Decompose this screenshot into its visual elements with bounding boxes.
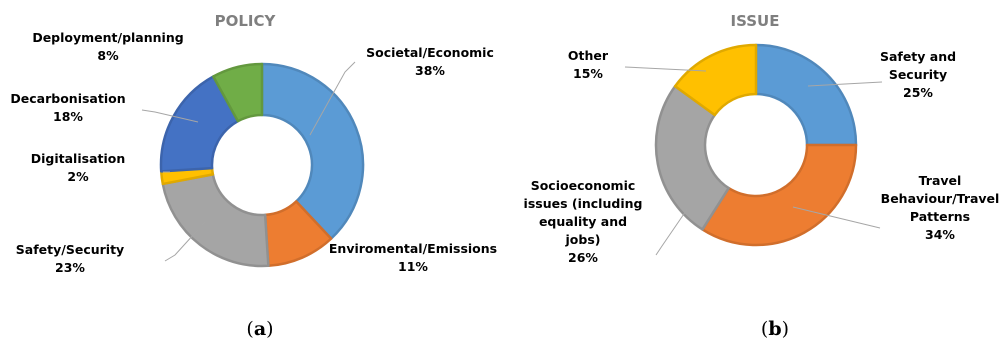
slice-name: Enviromental/Emissions (329, 241, 497, 256)
slice-societal-economic (260, 62, 365, 240)
slice-value: 11% (398, 259, 428, 274)
slice-name-line: Security (889, 67, 947, 82)
slice-label-socioeconomic-issues-including-equality-and-jobs: Socioeconomic issues (including equality a… (524, 178, 643, 265)
slice-other (673, 43, 758, 117)
panel-caption-b: (b) (761, 318, 789, 340)
slice-name-line: Travel (919, 173, 962, 188)
leader-line-other (624, 66, 707, 72)
slice-label-deployment-planning: Deployment/planning 8% (32, 30, 183, 63)
slice-safety-security (161, 173, 270, 268)
slice-value: 38% (415, 63, 445, 78)
slice-value: 34% (925, 227, 955, 242)
leader-line-safety-security (164, 221, 206, 262)
slice-name-line: equality and (539, 214, 627, 229)
slice-value: 15% (573, 66, 603, 81)
slice-value: 23% (55, 260, 85, 275)
slice-label-enviromental-emissions: Enviromental/Emissions 11% (329, 241, 497, 274)
slice-label-safety-security: Safety/Security 23% (16, 242, 124, 275)
slice-value: 26% (568, 250, 598, 265)
slice-label-other: Other 15% (568, 48, 609, 81)
slice-safety-and-security (754, 43, 858, 147)
slice-name-line: Behaviour/Travel (881, 191, 1000, 206)
slice-name-line: jobs) (565, 232, 601, 247)
issue-donut-chart: ISSUE Safety and Security 25% Travel Behavio… (524, 12, 1000, 265)
chart-title-issue: ISSUE (731, 12, 780, 30)
slice-socioeconomic-issues-including-equality-and-jobs (654, 84, 730, 231)
leader-line-societal-economic (309, 61, 356, 136)
slice-name: Digitalisation (31, 151, 126, 166)
slice-value: 8% (97, 48, 119, 63)
slice-name: Decarbonisation (10, 91, 125, 106)
slice-label-travel-behaviour-travel-patterns: Travel Behaviour/Travel Patterns 34% (881, 173, 1000, 242)
slice-label-societal-economic: Societal/Economic 38% (366, 45, 494, 78)
slice-label-digitalisation: Digitalisation 2% (31, 151, 126, 184)
slice-travel-behaviour-travel-patterns (701, 143, 858, 247)
slice-name: Safety/Security (16, 242, 124, 257)
slice-value: 18% (53, 109, 83, 124)
slice-name: Societal/Economic (366, 45, 494, 60)
leader-line-safety-and-security (807, 81, 883, 87)
slice-value: 2% (67, 169, 89, 184)
panel-caption-a: (a) (246, 318, 273, 340)
chart-title-policy: POLICY (215, 12, 277, 30)
slice-name: Other (568, 48, 609, 63)
slice-name-line: Patterns (910, 209, 970, 224)
slice-label-safety-and-security: Safety and Security 25% (880, 49, 956, 100)
policy-donut-chart: POLICY Societal/Economic 38% Enviromental/… (10, 12, 497, 275)
slice-label-decarbonisation: Decarbonisation 18% (10, 91, 125, 124)
slice-name-line: issues (including (524, 196, 643, 211)
leader-line-socioeconomic-issues-including-equality-and-jobs (655, 207, 689, 256)
leader-line-travel-behaviour-travel-patterns (792, 206, 881, 229)
slice-name-line: Safety and (880, 49, 956, 64)
slice-name: Deployment/planning (32, 30, 183, 45)
slice-deployment-planning (212, 62, 264, 123)
slice-name-line: Socioeconomic (531, 178, 636, 193)
slice-value: 25% (903, 85, 933, 100)
leader-line-decarbonisation (141, 109, 199, 123)
